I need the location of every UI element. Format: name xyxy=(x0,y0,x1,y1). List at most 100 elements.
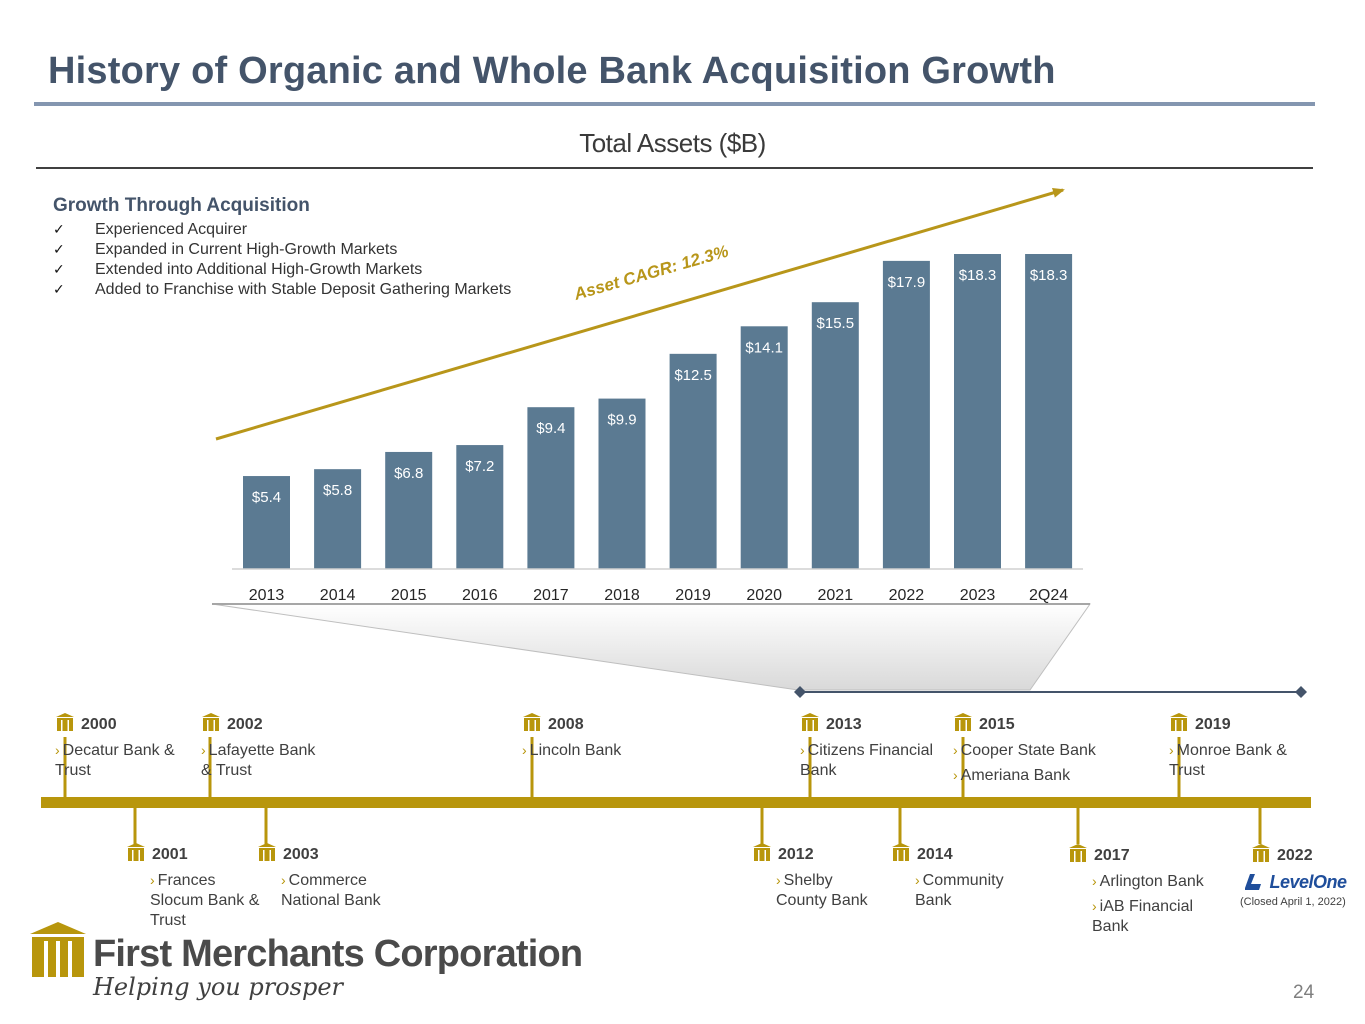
page-number: 24 xyxy=(1293,982,1315,1003)
bar-2022 xyxy=(882,260,930,569)
building-icon xyxy=(257,842,277,862)
x-tick-label-2022: 2022 xyxy=(889,587,925,604)
growth-heading: Growth Through Acquisition xyxy=(53,195,310,216)
timeline-year: 2001 xyxy=(152,846,188,863)
bar-2Q24 xyxy=(1025,254,1073,569)
bar-2015 xyxy=(385,451,433,569)
bank-name: Cooper State Bank xyxy=(960,742,1096,759)
timeline-tick-above xyxy=(808,737,812,799)
zoom-wedge xyxy=(211,603,1091,691)
timeline-entry-2013: 2013 › Citizens Financial Bank xyxy=(800,712,940,781)
building-icon xyxy=(1068,843,1088,863)
check-icon: ✓ xyxy=(53,262,65,278)
company-name: First Merchants Corporation xyxy=(93,933,583,975)
check-icon: ✓ xyxy=(53,222,65,238)
data-label-2Q24: $18.3 xyxy=(1030,267,1068,284)
bank-name: Frances Slocum Bank & Trust xyxy=(150,872,260,929)
timeline-tick-below xyxy=(1076,806,1080,844)
data-label-2021: $15.5 xyxy=(817,315,855,332)
data-label-2018: $9.9 xyxy=(607,412,636,429)
timeline-year: 2022 xyxy=(1277,847,1313,864)
x-tick-label-2023: 2023 xyxy=(960,587,996,604)
bank-name: Commerce National Bank xyxy=(281,872,381,909)
timeline-entry-2012: 2012 › Shelby County Bank xyxy=(752,842,881,911)
growth-item-text: Expanded in Current High-Growth Markets xyxy=(95,241,398,258)
bank-name: Arlington Bank xyxy=(1099,873,1204,890)
bar-2017 xyxy=(527,407,575,569)
bracket-end-right xyxy=(1295,686,1307,698)
timeline-entry-2019: 2019 › Monroe Bank & Trust xyxy=(1169,712,1299,781)
bank-name: Community Bank xyxy=(915,872,1004,909)
bar-2021 xyxy=(811,302,859,569)
growth-item-text: Extended into Additional High-Growth Mar… xyxy=(95,261,423,278)
growth-item: ✓ Added to Franchise with Stable Deposit … xyxy=(53,280,533,300)
timeline-entry-2000: 2000 › Decatur Bank & Trust xyxy=(55,712,185,781)
data-label-2016: $7.2 xyxy=(465,458,494,475)
levelone-wordmark: LevelOne xyxy=(1269,872,1347,892)
bracket-end-left xyxy=(794,686,806,698)
x-tick-label-2015: 2015 xyxy=(391,587,427,604)
chevron-right-icon: › xyxy=(55,742,60,758)
timeline-year: 2013 xyxy=(826,716,862,733)
growth-item: ✓ Expanded in Current High-Growth Markets xyxy=(53,240,533,260)
company-tagline: Helping you prosper xyxy=(93,973,344,1001)
x-tick-label-2021: 2021 xyxy=(818,587,854,604)
building-icon xyxy=(522,712,542,732)
bank-name: Monroe Bank & Trust xyxy=(1169,742,1287,779)
check-icon: ✓ xyxy=(53,242,65,258)
timeline-entry-2014: 2014 › Community Bank xyxy=(891,842,1025,911)
data-label-2014: $5.8 xyxy=(323,482,352,499)
data-label-2015: $6.8 xyxy=(394,465,423,482)
timeline-tick-above xyxy=(208,737,212,799)
timeline-bar xyxy=(41,797,1311,808)
bank-name: Citizens Financial Bank xyxy=(800,742,934,779)
timeline-tick-below xyxy=(1258,806,1262,844)
timeline-year: 2002 xyxy=(227,716,263,733)
data-label-2023: $18.3 xyxy=(959,267,997,284)
chevron-right-icon: › xyxy=(953,767,958,783)
bank-name: iAB Financial Bank xyxy=(1092,898,1194,935)
bar-2023 xyxy=(954,254,1001,569)
bar-2016 xyxy=(456,445,504,569)
chevron-right-icon: › xyxy=(201,742,206,758)
timeline-entry-2008: 2008 › Lincoln Bank xyxy=(522,712,682,761)
x-tick-label-2013: 2013 xyxy=(249,587,285,604)
timeline-tick-below xyxy=(264,806,268,844)
timeline-year: 2019 xyxy=(1195,716,1231,733)
building-icon xyxy=(55,712,75,732)
timeline-entry-2022: 2022 xyxy=(1251,843,1313,865)
building-icon xyxy=(800,712,820,732)
data-label-2020: $14.1 xyxy=(745,339,783,356)
growth-item-text: Experienced Acquirer xyxy=(95,221,248,238)
timeline-entry-2017: 2017 › Arlington Bank › iAB Financial Bank xyxy=(1068,843,1232,937)
timeline-tick-below xyxy=(133,806,137,844)
x-tick-label-2016: 2016 xyxy=(462,587,498,604)
chevron-right-icon: › xyxy=(1092,898,1097,914)
building-icon xyxy=(126,842,146,862)
timeline-year: 2000 xyxy=(81,716,117,733)
x-tick-label-2020: 2020 xyxy=(746,587,782,604)
title-divider xyxy=(34,102,1315,106)
bar-2019 xyxy=(669,353,717,569)
building-icon xyxy=(1169,712,1189,732)
bar-2018 xyxy=(598,398,646,569)
growth-item: ✓ Experienced Acquirer xyxy=(53,220,533,240)
timeline-tick-below xyxy=(760,806,764,844)
timeline-year: 2003 xyxy=(283,846,319,863)
timeline-year: 2017 xyxy=(1094,847,1130,864)
timeline-tick-above xyxy=(961,737,965,799)
bar-2020 xyxy=(740,326,788,569)
timeline-tick-below xyxy=(898,806,902,844)
x-tick-label-2014: 2014 xyxy=(320,587,356,604)
chevron-right-icon: › xyxy=(915,872,920,888)
chevron-right-icon: › xyxy=(1092,873,1097,889)
company-logo-icon xyxy=(30,922,86,977)
chevron-right-icon: › xyxy=(776,872,781,888)
levelone-logo: LevelOne xyxy=(1243,870,1347,893)
check-icon: ✓ xyxy=(53,282,65,298)
bank-name: Shelby County Bank xyxy=(776,872,868,909)
page-title: History of Organic and Whole Bank Acquis… xyxy=(48,50,1056,92)
closed-note: (Closed April 1, 2022) xyxy=(1240,896,1346,908)
levelone-mark-icon xyxy=(1245,874,1261,890)
x-tick-label-2017: 2017 xyxy=(533,587,569,604)
